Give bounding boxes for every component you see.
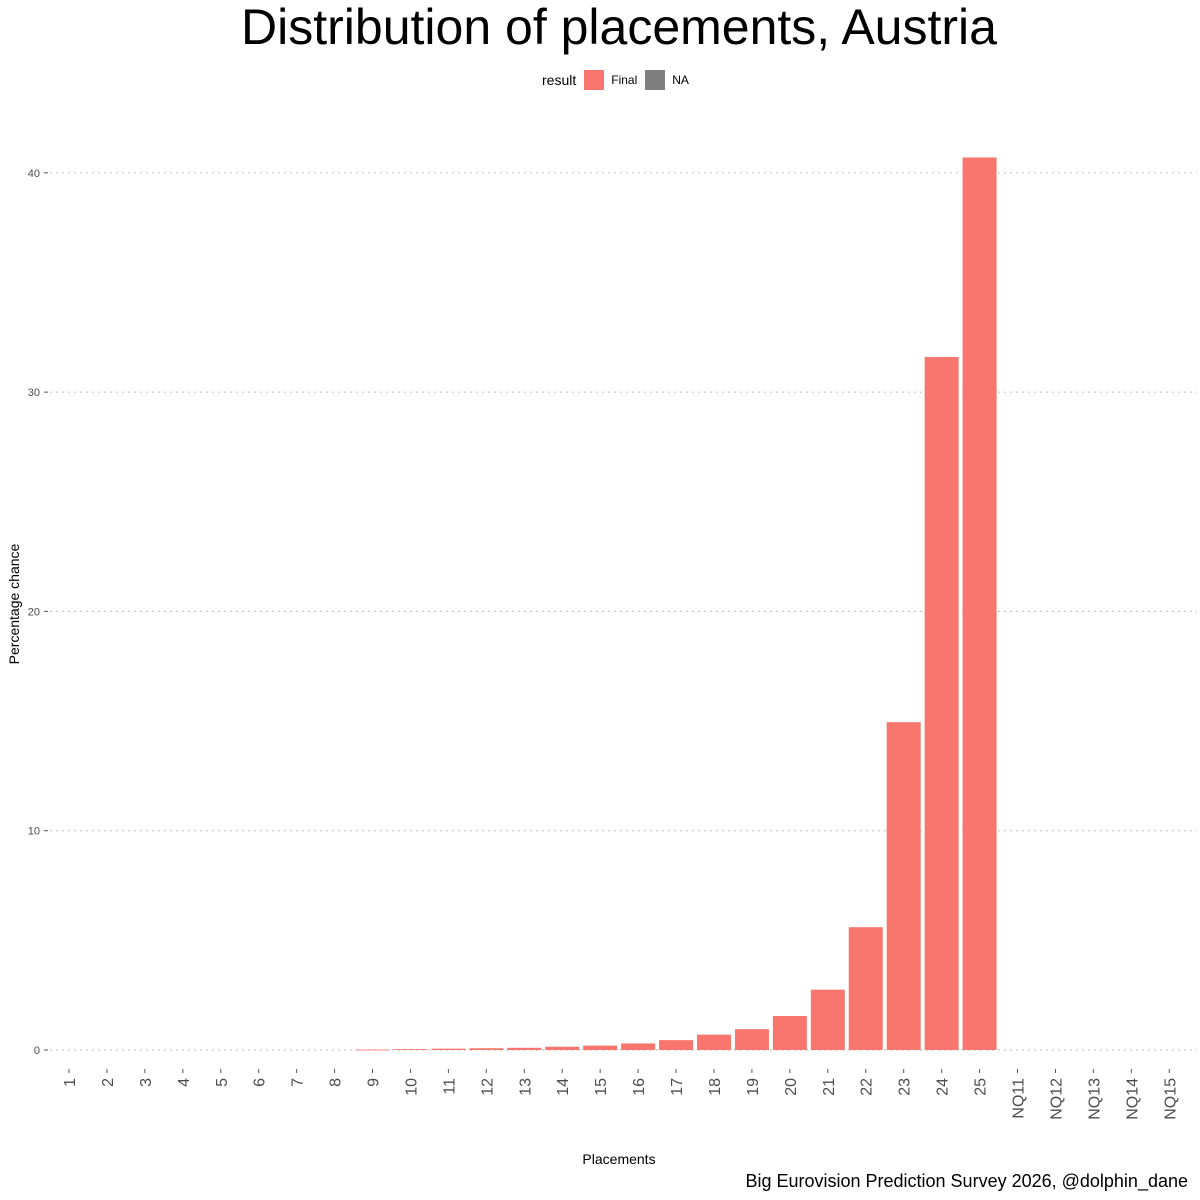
x-tick-label: 9 <box>366 1078 383 1087</box>
bar-17 <box>659 1040 694 1050</box>
caption: Big Eurovision Prediction Survey 2026, @… <box>745 1171 1188 1191</box>
legend-label-na: NA <box>672 73 689 87</box>
x-tick-label: 12 <box>479 1078 496 1096</box>
x-tick-label: 5 <box>214 1078 231 1087</box>
bar-24 <box>924 357 959 1051</box>
x-tick-label: 6 <box>252 1078 269 1087</box>
x-tick-label: NQ12 <box>1048 1078 1065 1120</box>
y-tick-label: 0 <box>34 1045 40 1057</box>
legend-label-final: Final <box>611 73 638 87</box>
x-tick-label: 8 <box>328 1078 345 1087</box>
x-tick-label: 2 <box>100 1078 117 1087</box>
x-tick-label: 16 <box>631 1078 648 1096</box>
x-tick-label: NQ11 <box>1011 1078 1028 1119</box>
x-tick-label: NQ13 <box>1086 1078 1103 1120</box>
y-axis-label: Percentage chance <box>6 543 22 665</box>
x-tick-label: 17 <box>669 1078 686 1096</box>
x-tick-label: 24 <box>935 1078 952 1096</box>
bar-14 <box>545 1046 580 1050</box>
bar-22 <box>848 927 883 1050</box>
x-tick-label: 19 <box>745 1078 762 1096</box>
legend: result Final NA <box>542 68 697 92</box>
bar-18 <box>696 1034 731 1050</box>
x-tick-label: 20 <box>783 1078 800 1096</box>
bar-20 <box>772 1016 807 1050</box>
x-axis-label: Placements <box>582 1151 656 1167</box>
bar-23 <box>886 722 921 1050</box>
x-tick-label: 10 <box>403 1078 420 1096</box>
legend-swatch-na <box>645 70 666 90</box>
y-tick-label: 20 <box>28 606 40 618</box>
bar-10 <box>393 1049 428 1050</box>
x-tick-label: NQ14 <box>1124 1078 1141 1120</box>
legend-swatch-final <box>584 70 605 90</box>
x-tick-label: 11 <box>441 1078 458 1095</box>
x-tick-label: 25 <box>973 1078 990 1096</box>
legend-item-final: Final <box>584 70 637 90</box>
y-tick-label: 30 <box>28 387 40 399</box>
x-tick-label: NQ15 <box>1162 1078 1179 1120</box>
chart-title: Distribution of placements, Austria <box>241 0 997 55</box>
x-tick-label: 7 <box>290 1078 307 1087</box>
bar-25 <box>962 157 997 1051</box>
x-tick-label: 3 <box>138 1078 155 1087</box>
x-tick-label: 18 <box>707 1078 724 1096</box>
legend-title: result <box>542 72 577 88</box>
legend-item-na: NA <box>645 70 689 90</box>
bar-11 <box>431 1048 466 1050</box>
x-tick-label: 15 <box>593 1078 610 1096</box>
x-tick-label: 23 <box>897 1078 914 1096</box>
y-tick-label: 40 <box>28 168 40 180</box>
bar-12 <box>469 1048 504 1050</box>
bar-21 <box>810 989 845 1050</box>
bar-16 <box>621 1043 656 1050</box>
x-tick-label: 21 <box>821 1078 838 1096</box>
bar-15 <box>583 1045 618 1050</box>
bar-19 <box>734 1029 769 1050</box>
x-tick-label: 4 <box>176 1078 193 1087</box>
x-tick-label: 22 <box>859 1078 876 1096</box>
y-tick-label: 10 <box>28 826 40 838</box>
x-tick-label: 14 <box>555 1078 572 1096</box>
x-tick-label: 13 <box>517 1078 534 1096</box>
bar-13 <box>507 1047 542 1050</box>
x-tick-label: 1 <box>62 1078 79 1087</box>
bar-9 <box>355 1049 390 1051</box>
